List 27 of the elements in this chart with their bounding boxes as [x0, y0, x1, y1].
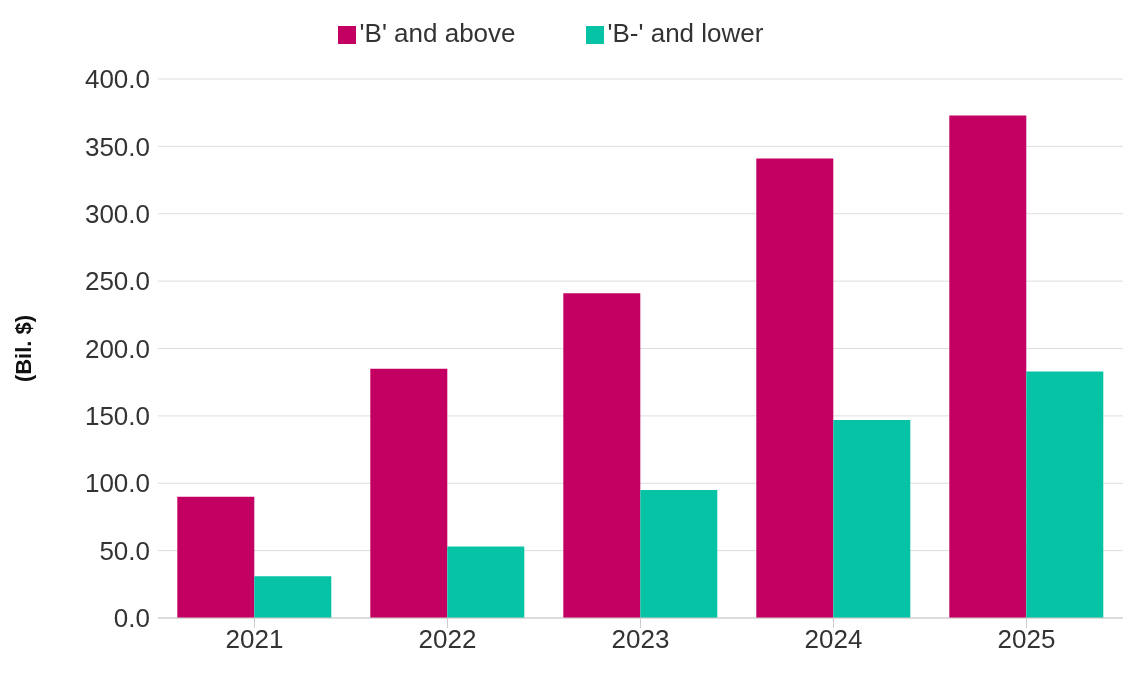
- bar: [756, 158, 834, 618]
- y-tick-label: 0.0: [113, 603, 150, 634]
- bar: [640, 489, 718, 618]
- legend-label: 'B-' and lower: [607, 18, 764, 48]
- bar: [254, 576, 332, 618]
- y-tick-label: 350.0: [84, 131, 150, 162]
- y-tick-label: 200.0: [84, 333, 150, 364]
- x-tick-label: 2025: [997, 624, 1056, 655]
- x-tick-label: 2022: [418, 624, 477, 655]
- x-tick-label: 2021: [225, 624, 284, 655]
- bar: [177, 496, 255, 618]
- y-tick-label: 300.0: [84, 198, 150, 229]
- bar: [833, 419, 911, 618]
- x-tick-label: 2023: [611, 624, 670, 655]
- y-tick-label: 50.0: [99, 535, 150, 566]
- y-tick-label: 150.0: [84, 401, 150, 432]
- y-axis-title: (Bil. $): [10, 314, 36, 383]
- bar: [1026, 371, 1104, 618]
- y-tick-label: 250.0: [84, 266, 150, 297]
- y-tick-label: 100.0: [84, 468, 150, 499]
- bar: [447, 546, 525, 618]
- bar: [370, 368, 448, 618]
- x-tick-label: 2024: [804, 624, 863, 655]
- legend-label: 'B' and above: [359, 18, 516, 48]
- bar: [949, 115, 1027, 618]
- y-tick-label: 400.0: [84, 64, 150, 95]
- bar: [563, 293, 641, 618]
